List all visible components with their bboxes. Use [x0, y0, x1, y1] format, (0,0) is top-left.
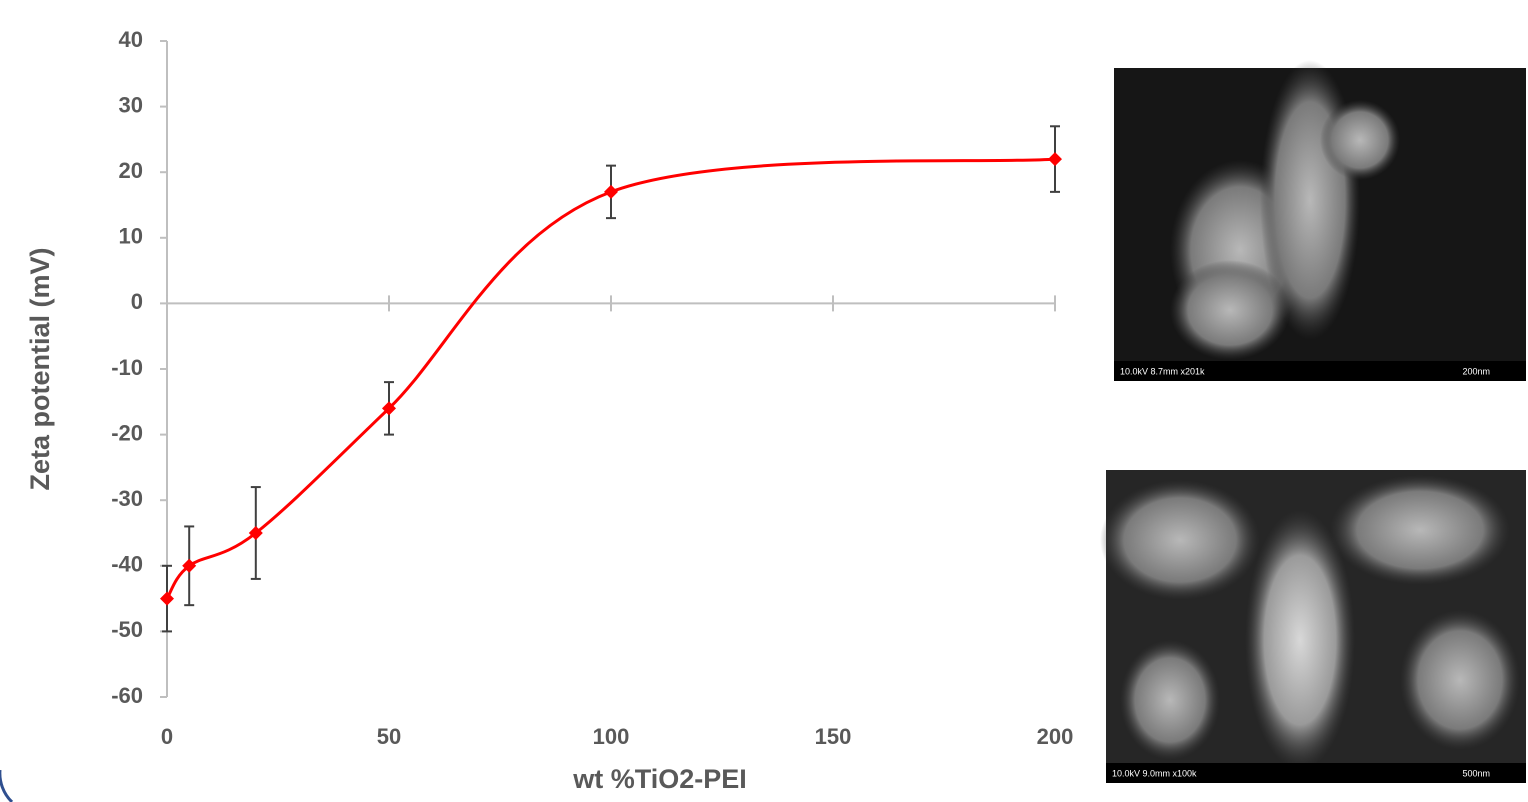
y-tick-label: 0	[131, 289, 143, 314]
y-tick-label: 40	[119, 27, 143, 52]
sem-caption: 10.0kV 9.0mm x100k	[1112, 768, 1197, 778]
sem-image	[1114, 60, 1526, 381]
y-tick-label: -10	[111, 355, 143, 380]
x-tick-label: 150	[815, 724, 852, 749]
data-point	[248, 526, 263, 540]
x-tick-label: 50	[377, 724, 401, 749]
sem-scale: 500nm	[1462, 768, 1490, 778]
y-tick-label: -60	[111, 683, 143, 708]
data-line	[165, 157, 1056, 600]
x-axis-title: wt %TiO2-PEI	[572, 764, 747, 794]
sem-image	[1100, 470, 1526, 783]
y-tick-label: -30	[111, 486, 143, 511]
data-point	[1048, 152, 1062, 167]
y-tick-label: -20	[111, 420, 143, 445]
corner-arc	[0, 770, 14, 802]
x-tick-label: 200	[1037, 724, 1074, 749]
data-point	[604, 184, 618, 199]
y-tick-label: 10	[119, 224, 143, 249]
x-tick-label: 0	[161, 724, 173, 749]
data-point	[182, 558, 197, 573]
y-tick-label: -40	[111, 552, 143, 577]
data-point	[160, 591, 174, 606]
data-point	[382, 401, 396, 416]
y-tick-label: 20	[119, 158, 143, 183]
y-axis-title: Zeta potential (mV)	[25, 247, 55, 490]
y-tick-label: -50	[111, 617, 143, 642]
y-tick-label: 30	[119, 92, 143, 117]
x-tick-label: 100	[593, 724, 630, 749]
sem-scale: 200nm	[1462, 366, 1490, 376]
sem-caption: 10.0kV 8.7mm x201k	[1120, 366, 1205, 376]
